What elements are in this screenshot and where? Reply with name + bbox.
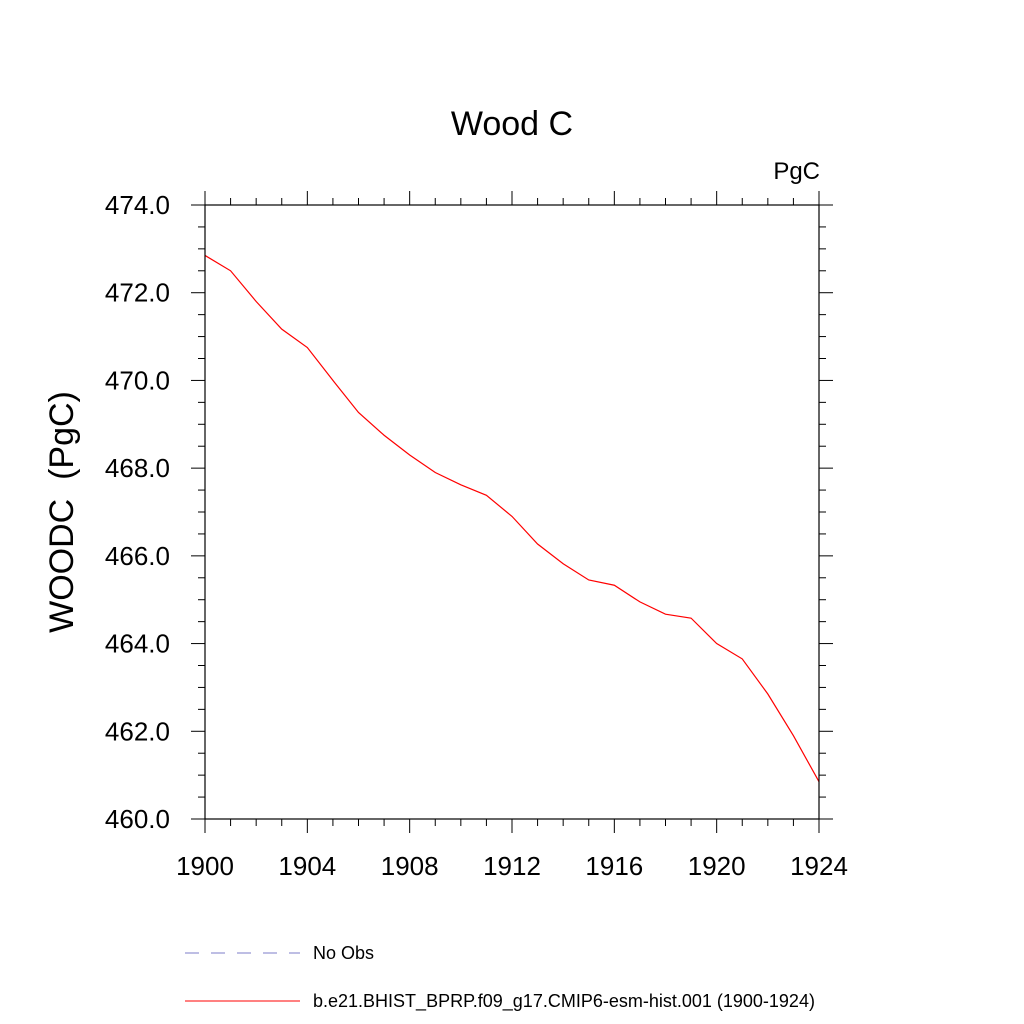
legend-label-model: b.e21.BHIST_BPRP.f09_g17.CMIP6-esm-hist.… [313, 991, 815, 1012]
y-tick-label: 462.0 [105, 716, 170, 746]
axis-tick-labels: 1900 1904 1908 1912 1916 1920 1924 460.0 462.0 46… [105, 190, 848, 881]
units-label: PgC [773, 158, 820, 185]
y-tick-label: 460.0 [105, 804, 170, 834]
legend: No Obs b.e21.BHIST_BPRP.f09_g17.CMIP6-es… [185, 943, 815, 1012]
x-tick-label: 1920 [688, 851, 746, 881]
legend-label-no-obs: No Obs [313, 943, 374, 963]
y-tick-label: 474.0 [105, 190, 170, 220]
y-tick-label: 470.0 [105, 365, 170, 395]
axis-ticks [191, 191, 833, 833]
y-tick-label: 466.0 [105, 541, 170, 571]
x-tick-label: 1916 [585, 851, 643, 881]
x-tick-label: 1904 [278, 851, 336, 881]
plot-frame [204, 204, 820, 820]
series-lines [204, 254, 820, 783]
y-tick-label: 472.0 [105, 278, 170, 308]
chart-title: Wood C [451, 105, 573, 143]
y-axis-label: WOODC (PgC) [43, 391, 81, 633]
y-tick-label: 464.0 [105, 629, 170, 659]
x-tick-label: 1924 [790, 851, 848, 881]
x-tick-label: 1908 [381, 851, 439, 881]
x-tick-label: 1912 [483, 851, 541, 881]
x-tick-label: 1900 [176, 851, 234, 881]
series-line [204, 254, 820, 783]
y-tick-label: 468.0 [105, 453, 170, 483]
